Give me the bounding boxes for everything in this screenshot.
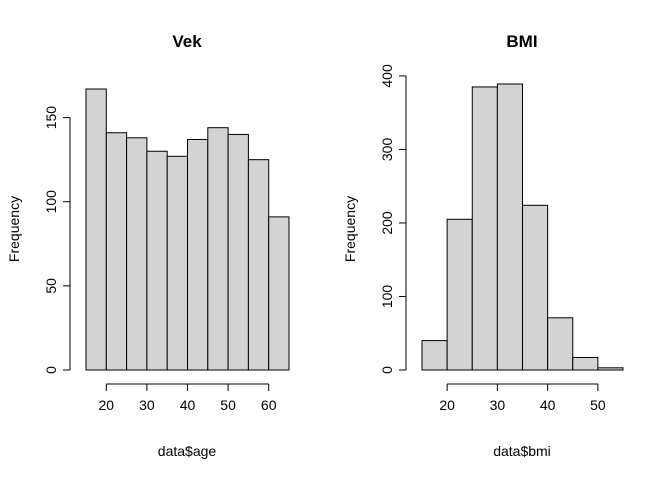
y-tick-label: 300 [379,138,395,162]
histogram-bar [522,204,549,371]
x-tick-label: 50 [590,397,606,413]
histogram-bar [187,138,209,371]
chart-title: BMI [506,32,537,51]
y-tick-label: 100 [379,285,395,309]
y-tick-label: 200 [379,211,395,235]
x-tick-label: 20 [99,397,115,413]
histogram-bar [421,340,448,371]
histogram-bar [146,150,168,371]
histogram-bar [166,155,188,371]
histogram-bar [471,86,498,371]
x-axis-label: data$bmi [493,443,551,459]
y-axis-label: Frequency [6,196,22,262]
y-tick-label: 0 [43,366,59,374]
y-tick-label: 0 [379,366,395,374]
x-tick-label: 40 [180,397,196,413]
y-axis-label: Frequency [342,196,358,262]
x-tick-label: 60 [261,397,277,413]
y-tick-label: 50 [43,278,59,294]
histogram-bar [247,159,270,371]
x-tick-label: 50 [220,397,236,413]
histogram-bar [85,88,107,371]
bmi-histogram-panel: BMI data$bmi Frequency 20 30 40 50 0 100 200 30… [342,32,624,459]
histogram-bar [496,83,523,371]
age-histogram-panel: Vek data$age Frequency 20 30 40 50 60 0 50 100 1… [6,32,290,459]
x-tick-label: 40 [540,397,556,413]
y-tick-label: 400 [379,64,395,88]
x-tick-label: 30 [139,397,155,413]
histogram-bar [126,137,148,371]
histogram-bar [446,218,473,371]
histogram-bar [572,357,599,371]
y-tick-label: 150 [43,106,59,130]
y-tick-label: 100 [43,190,59,214]
x-tick-label: 20 [439,397,455,413]
x-tick-label: 30 [490,397,506,413]
histogram-bar [227,133,249,371]
x-axis-label: data$age [158,443,217,459]
histogram-bar [105,132,128,371]
histogram-bar [547,317,574,371]
histogram-bar [207,127,229,371]
histogram-bar [268,216,290,371]
chart-title: Vek [172,32,202,51]
histogram-bar [597,367,624,371]
